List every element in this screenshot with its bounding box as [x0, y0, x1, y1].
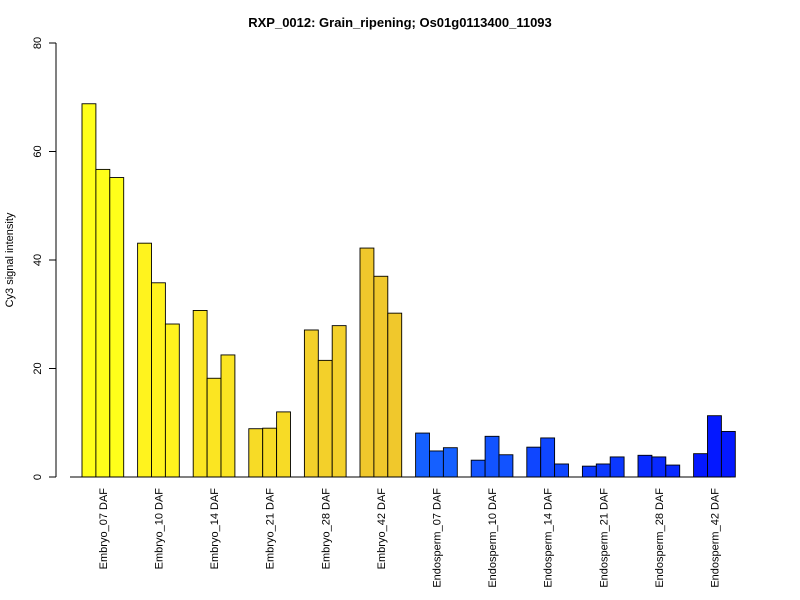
x-category-label: Endosperm_14 DAF [543, 488, 555, 588]
bar [470, 459, 486, 478]
x-category-label: Embryo_42 DAF [376, 488, 388, 570]
x-category-label: Endosperm_28 DAF [654, 488, 666, 588]
bar [387, 312, 403, 478]
x-category-label: Embryo_28 DAF [320, 488, 332, 570]
bar [693, 453, 708, 478]
bar [554, 463, 569, 478]
bar [609, 456, 625, 478]
x-category-label: Endosperm_21 DAF [598, 488, 610, 588]
y-tick-label: 60 [32, 145, 44, 157]
y-axis-label: Cy3 signal intensity [4, 212, 16, 307]
x-category-label: Endosperm_10 DAF [487, 488, 499, 588]
x-category-label: Embryo_10 DAF [153, 488, 165, 570]
bar [192, 310, 208, 478]
bar [81, 103, 97, 478]
bar [317, 359, 333, 478]
bar [651, 456, 667, 478]
bar [164, 323, 180, 478]
y-axis: 0 20 40 60 80 [32, 37, 57, 480]
bar [720, 430, 736, 478]
bar [526, 446, 542, 478]
bar [540, 437, 556, 478]
bar [276, 411, 291, 478]
bar [665, 464, 681, 478]
bar [248, 428, 264, 478]
bar [707, 415, 722, 478]
bar [442, 447, 458, 478]
bar [581, 465, 597, 478]
bar [262, 427, 278, 478]
bar [359, 247, 375, 478]
bar [498, 454, 514, 478]
y-tick-label: 20 [32, 362, 44, 374]
x-category-label: Endosperm_07 DAF [431, 488, 443, 588]
bar [303, 329, 319, 478]
bar [415, 432, 430, 478]
category-labels: Embryo_07 DAF Embryo_10 DAF Embryo_14 DAF E… [98, 488, 722, 588]
x-category-label: Embryo_07 DAF [98, 488, 110, 570]
y-tick-label: 80 [32, 37, 44, 49]
bar [109, 177, 125, 478]
y-tick-label: 0 [32, 474, 44, 480]
bar [331, 325, 347, 478]
bars-group [81, 103, 736, 478]
bar [151, 282, 166, 478]
chart-title: RXP_0012: Grain_ripening; Os01g0113400_1… [248, 15, 552, 30]
bar [637, 454, 653, 478]
x-category-label: Endosperm_42 DAF [709, 488, 721, 588]
bar [95, 168, 111, 478]
bar [595, 463, 611, 478]
bar [484, 435, 500, 478]
y-tick-label: 40 [32, 254, 44, 266]
bar [220, 354, 236, 478]
bar [137, 242, 152, 478]
bar [429, 450, 444, 478]
bar [373, 275, 389, 478]
bar [206, 377, 222, 478]
x-category-label: Embryo_14 DAF [209, 488, 221, 570]
x-category-label: Embryo_21 DAF [265, 488, 277, 570]
